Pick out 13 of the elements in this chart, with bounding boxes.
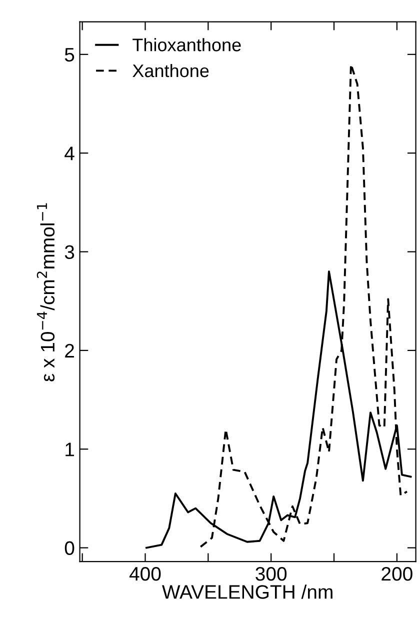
- x-tick-label: 400: [129, 566, 161, 581]
- y-tick-label: 0: [64, 541, 74, 556]
- y-tick-label: 5: [64, 48, 74, 62]
- x-tick-label: 200: [382, 566, 412, 581]
- y-tick-label: 2: [65, 344, 74, 358]
- x-axis-title: WAVELENGTH /nm: [162, 584, 332, 599]
- y-tick-label: 1: [66, 442, 74, 456]
- legend-label: Xanthone: [132, 64, 209, 78]
- y-tick-label: 3: [64, 245, 74, 259]
- y-axis-title: ε x 10$^{−4}$/cm$^{2}$mmol$^{−1}$: [36, 203, 55, 382]
- y-tick-label: 4: [64, 146, 74, 160]
- legend-label: Thioxanthone: [132, 38, 241, 52]
- x-tick-label: 300: [256, 566, 287, 581]
